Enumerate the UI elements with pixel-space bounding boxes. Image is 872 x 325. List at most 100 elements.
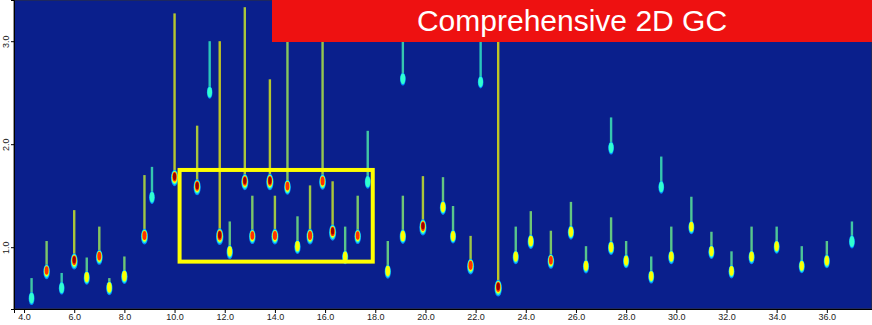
peak-contour xyxy=(285,182,289,191)
peak-contour xyxy=(195,181,199,190)
peak-contour xyxy=(85,272,89,282)
peak-contour xyxy=(514,252,518,262)
peak-contour xyxy=(195,181,200,193)
peak-contour xyxy=(669,251,674,263)
peak-contour xyxy=(708,245,714,259)
peak-contour xyxy=(386,266,391,276)
x-axis-line xyxy=(15,310,872,314)
peak-contour xyxy=(400,73,406,86)
peak-contour xyxy=(217,230,222,242)
peak-contour xyxy=(420,220,426,234)
peak-contour xyxy=(267,175,272,187)
peak-contour xyxy=(295,241,300,253)
peak-contour xyxy=(354,229,361,244)
peak-contour xyxy=(568,226,573,238)
y-tick-label: 3.0 xyxy=(1,35,11,48)
peak-contour xyxy=(330,225,336,239)
peak-contour xyxy=(440,201,446,215)
peak-contour xyxy=(196,182,199,189)
peak-contour xyxy=(294,240,300,254)
y-tick: 3.0 xyxy=(1,35,14,48)
title: Comprehensive 2D GC xyxy=(417,4,727,37)
peak-contour xyxy=(450,230,455,242)
peak-contour xyxy=(583,260,588,272)
peak-contour xyxy=(624,255,629,267)
peak-contour xyxy=(97,251,102,262)
peak-contour xyxy=(365,176,371,189)
peak-contour xyxy=(319,174,326,189)
peak-contour xyxy=(669,252,673,262)
peak-contour xyxy=(549,256,553,265)
peak-contour xyxy=(107,282,112,294)
peak-tail xyxy=(367,131,369,183)
peak-contour xyxy=(568,226,574,240)
peak-contour xyxy=(689,222,693,232)
x-tick: 6.0 xyxy=(68,309,81,322)
peak-contour xyxy=(243,176,247,185)
peak-contour xyxy=(497,283,500,290)
peak-contour xyxy=(467,259,474,275)
peak-contour xyxy=(72,255,77,267)
peak-contour xyxy=(496,282,500,292)
peak-contour xyxy=(649,271,653,281)
peak-contour xyxy=(709,246,714,258)
peak-contour xyxy=(218,231,221,238)
x-tick-label: 36.0 xyxy=(819,312,837,322)
x-tick-label: 18.0 xyxy=(367,312,385,322)
title-background xyxy=(272,0,872,42)
peak-contour xyxy=(528,236,533,246)
peak-contour xyxy=(216,229,222,243)
peak-contour xyxy=(608,242,613,254)
peak-contour xyxy=(331,227,335,236)
peak-contour xyxy=(268,177,271,184)
peak-contour xyxy=(494,280,501,297)
peak-contour xyxy=(609,142,614,153)
peak-contour xyxy=(548,254,555,269)
peak-contour xyxy=(583,260,589,274)
peak-contour xyxy=(608,142,614,155)
peak-contour xyxy=(775,241,779,251)
peak-contour xyxy=(59,282,64,293)
x-tick: 12.0 xyxy=(216,309,234,322)
peak-contour xyxy=(824,255,829,267)
peak-contour xyxy=(43,264,50,279)
peak-contour xyxy=(250,231,255,242)
peak-contour xyxy=(331,227,334,234)
peak-contour xyxy=(451,231,455,241)
peak-contour xyxy=(385,265,390,277)
peak-contour xyxy=(513,251,518,263)
peak-contour xyxy=(29,292,34,303)
y-tick-mark xyxy=(11,144,14,145)
peak-contour xyxy=(141,229,148,245)
peak-contour xyxy=(142,230,147,241)
y-tick: 1.0 xyxy=(1,241,14,254)
peak-contour xyxy=(266,174,273,190)
peak-contour xyxy=(421,222,425,231)
x-tick: 26.0 xyxy=(568,309,586,322)
y-axis: 1.0 2.0 3.0 xyxy=(1,1,15,310)
peak-contour xyxy=(150,192,155,203)
peak-contour xyxy=(609,242,614,252)
peak-contour xyxy=(121,270,127,284)
title-banner: Comprehensive 2D GC xyxy=(272,0,872,42)
peak-contour xyxy=(59,282,65,295)
peak-contour xyxy=(478,76,484,88)
y-tick-label: 2.0 xyxy=(1,138,11,151)
peak-contour xyxy=(250,231,254,240)
peak-contour xyxy=(355,231,360,242)
peak-contour xyxy=(149,191,155,204)
peak-tail xyxy=(244,7,246,182)
x-tick: 24.0 xyxy=(518,309,536,322)
peak-contour xyxy=(689,221,694,233)
peak-contour xyxy=(307,230,312,241)
peak-contour xyxy=(329,225,336,241)
peak-contour xyxy=(469,261,473,270)
x-tick-label: 6.0 xyxy=(68,312,81,322)
peak-contour xyxy=(84,271,90,285)
peak-contour xyxy=(29,292,35,305)
peak-contour xyxy=(107,282,112,292)
peak-contour xyxy=(242,175,248,189)
plot: 4.06.08.010.012.014.016.018.020.022.024.… xyxy=(1,0,872,322)
peak-contour xyxy=(849,235,855,248)
y-tick: 2.0 xyxy=(1,138,14,151)
